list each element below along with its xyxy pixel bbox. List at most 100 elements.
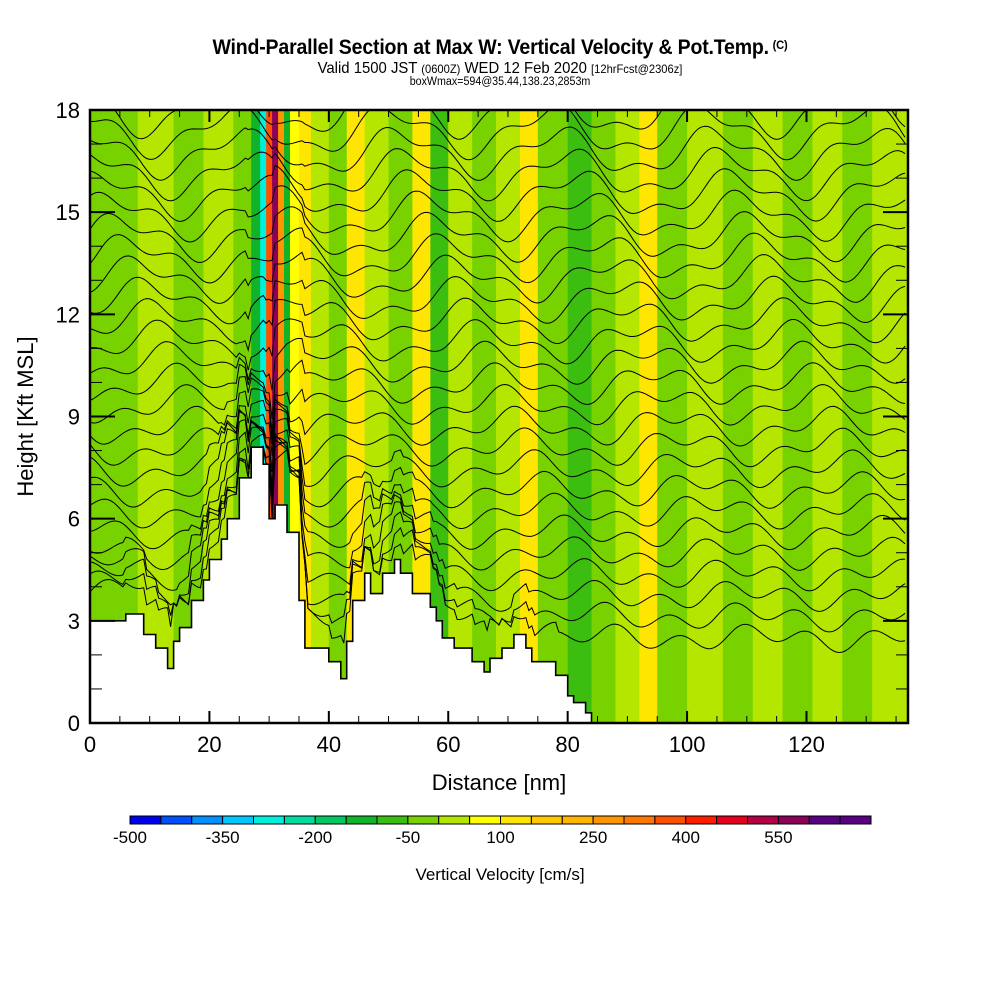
velocity-band — [278, 110, 285, 723]
velocity-band — [310, 110, 330, 723]
x-tick-label: 100 — [669, 732, 706, 757]
theta-contour-line — [90, 146, 906, 202]
axes: 0 20 40 60 80 100 120 0 3 6 9 12 15 18 — [56, 98, 908, 757]
y-tick-label: 9 — [68, 405, 80, 430]
colorbar-segment — [716, 815, 748, 825]
theta-contour-line — [90, 408, 906, 489]
theta-contour-line — [90, 419, 906, 551]
theta-contour-line — [90, 376, 906, 432]
x-tick-label: 20 — [197, 732, 221, 757]
colorbar-segment — [222, 815, 254, 825]
colorbar-segment — [747, 815, 779, 825]
theta-contour-line — [90, 185, 906, 243]
colorbar-segment — [376, 815, 409, 825]
y-tick-label: 15 — [56, 200, 80, 225]
colorbar-segment — [839, 815, 872, 825]
colorbar-segment — [500, 815, 532, 825]
colorbar-segment — [530, 815, 563, 825]
theta-contour-line — [90, 318, 906, 371]
velocity-band — [412, 110, 431, 723]
theta-contour-line — [90, 359, 906, 419]
theta-contour-line — [90, 275, 906, 325]
colorbar-segment — [777, 815, 810, 825]
colorbar-segment — [808, 815, 841, 825]
title-text: Wind-Parallel Section at Max W: Vertical… — [212, 36, 769, 59]
colorbar-segment — [407, 815, 440, 825]
colorbar-segment — [283, 815, 316, 825]
theta-contour-line — [90, 125, 906, 181]
colorbar-segment — [253, 815, 285, 825]
theta-contour-line — [90, 206, 906, 264]
box-info: boxWmax=594@35.44,138.23,2853m — [409, 76, 591, 88]
colorbar-segment — [654, 815, 687, 825]
valid-time: Valid 1500 JST — [317, 60, 418, 77]
theta-contour-line — [90, 433, 906, 592]
velocity-band — [272, 110, 279, 723]
y-tick-label: 12 — [56, 302, 80, 327]
colorbar-tick-label: 550 — [764, 828, 792, 847]
velocity-band — [657, 110, 688, 723]
colorbar-segment — [623, 815, 656, 825]
theta-contour-line — [90, 110, 906, 161]
colorbar-segment — [160, 815, 193, 825]
colorbar-tick-label: 400 — [672, 828, 700, 847]
velocity-band — [752, 110, 784, 723]
colorbar-segment — [592, 815, 625, 825]
x-tick-label: 80 — [555, 732, 579, 757]
colorbar-tick-label: -50 — [396, 828, 421, 847]
colorbar-segment — [345, 815, 378, 825]
colorbar-tick-label: 250 — [579, 828, 607, 847]
colorbar-segment — [191, 815, 224, 825]
theta-contour-line — [114, 110, 906, 140]
theta-contour-line — [90, 297, 906, 352]
colorbar-tick-label: 100 — [486, 828, 514, 847]
theta-contour-line — [90, 408, 906, 509]
colorbar-tick-label: -500 — [113, 828, 147, 847]
valid-date: WED 12 Feb 2020 — [464, 60, 587, 77]
colorbar-tick-label: -200 — [298, 828, 332, 847]
velocity-band — [591, 110, 616, 723]
x-tick-label: 120 — [788, 732, 825, 757]
theta-contour-line — [90, 251, 906, 304]
velocity-band — [639, 110, 658, 723]
forecast-info: [12hrFcst@2306z] — [591, 62, 683, 76]
velocity-band — [782, 110, 813, 723]
colorbar-segment — [469, 815, 501, 825]
velocity-band — [496, 110, 521, 723]
theta-contour-line — [90, 399, 906, 468]
theta-contour-line — [90, 227, 906, 284]
y-tick-label: 3 — [68, 609, 80, 634]
y-tick-label: 0 — [68, 711, 80, 736]
theta-contour-line — [90, 164, 906, 222]
colorbar-segment — [561, 815, 594, 825]
velocity-band — [448, 110, 473, 723]
theta-contour-line — [90, 337, 906, 391]
theta-contour-line — [90, 441, 906, 633]
colorbar: -500 -350 -200 -50 100 250 400 550 — [113, 815, 872, 847]
y-axis-title: Height [Kft MSL] — [13, 336, 38, 496]
colorbar-segment — [438, 815, 471, 825]
x-tick-label: 0 — [84, 732, 96, 757]
x-tick-label: 60 — [436, 732, 460, 757]
colorbar-segment — [129, 815, 162, 825]
theta-contour-line — [90, 388, 906, 447]
colorbar-segment — [314, 815, 347, 825]
x-axis-title: Distance [nm] — [432, 770, 567, 795]
colorbar-segment — [685, 815, 718, 825]
theta-contour-line — [90, 426, 906, 571]
colorbar-title: Vertical Velocity [cm/s] — [415, 865, 584, 884]
velocity-band — [537, 110, 569, 723]
copyright-mark: (C) — [772, 38, 788, 52]
y-tick-label: 18 — [56, 98, 80, 123]
y-tick-label: 6 — [68, 507, 80, 532]
terrain — [90, 446, 908, 723]
x-tick-label: 40 — [317, 732, 341, 757]
velocity-band — [519, 110, 539, 723]
velocity-band — [298, 110, 312, 723]
velocity-band — [567, 110, 593, 723]
terrain-profile — [90, 446, 908, 723]
velocity-band — [842, 110, 873, 723]
chart-title: Wind-Parallel Section at Max W: Vertical… — [35, 36, 965, 60]
valid-utc: (0600Z) — [421, 62, 461, 76]
